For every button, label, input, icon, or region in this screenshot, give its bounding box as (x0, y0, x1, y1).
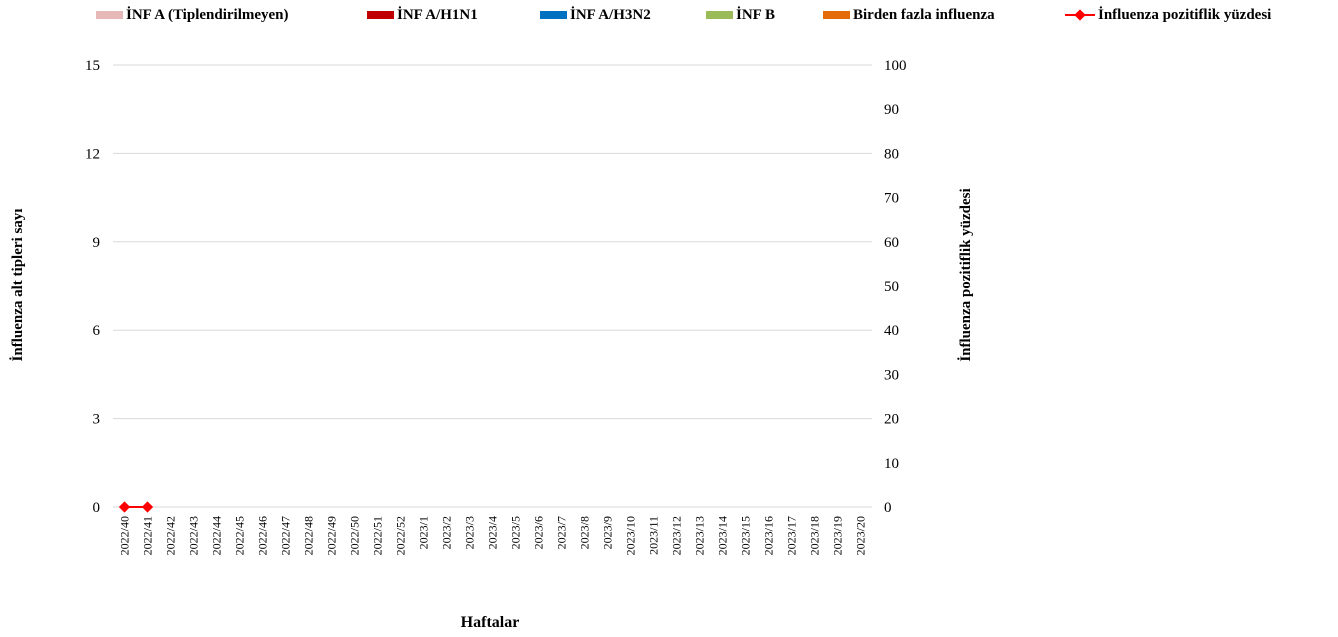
x-tick-label: 2022/50 (348, 516, 362, 555)
legend-item-inf-a-h1n1: İNF A/H1N1 (367, 5, 478, 25)
line-series (118, 501, 154, 513)
legend-label: İNF B (736, 6, 776, 23)
y2-tick-label: 40 (884, 323, 899, 339)
y2-tick-label: 60 (884, 235, 899, 251)
legend-swatch (540, 11, 567, 19)
secondary-y-axis-label: İnfluenza pozitiflik yüzdesi (957, 188, 974, 361)
x-tick-label: 2022/44 (210, 516, 224, 555)
x-tick-label: 2023/8 (578, 516, 592, 549)
x-tick-label: 2023/1 (417, 516, 431, 549)
y-tick-label: 15 (85, 58, 100, 74)
legend-swatch (96, 11, 123, 19)
x-tick-label: 2023/18 (808, 516, 822, 555)
secondary-y-axis-ticks: 0 10 20 30 40 50 60 70 80 90 100 (884, 58, 907, 516)
legend-swatch (823, 11, 850, 19)
legend-label: İNF A (Tiplendirilmeyen) (126, 6, 289, 23)
x-tick-label: 2023/7 (555, 516, 569, 549)
x-tick-label: 2023/15 (739, 516, 753, 555)
y-tick-label: 6 (93, 323, 101, 339)
x-axis-ticks: 2022/40 2022/41 2022/42 2022/43 2022/44 2022/… (118, 516, 868, 555)
legend-swatch (706, 11, 733, 19)
legend-label: İNF A/H1N1 (397, 6, 478, 23)
x-tick-label: 2023/19 (831, 516, 845, 555)
x-tick-label: 2023/11 (647, 516, 661, 555)
x-tick-label: 2023/12 (670, 516, 684, 555)
y-tick-label: 12 (85, 146, 100, 162)
primary-y-axis-ticks: 0 3 6 9 12 15 (85, 58, 101, 516)
x-tick-label: 2023/13 (693, 516, 707, 555)
legend-label: İnfluenza pozitiflik yüzdesi (1098, 6, 1272, 23)
x-tick-label: 2023/9 (601, 516, 615, 549)
x-tick-label: 2023/6 (532, 516, 546, 549)
y-axis-label: İnfluenza alt tipleri sayı (9, 209, 26, 362)
legend-item-inf-a-untyped: İNF A (Tiplendirilmeyen) (96, 5, 289, 25)
y2-tick-label: 20 (884, 412, 899, 428)
y2-tick-label: 80 (884, 146, 899, 162)
x-tick-label: 2023/14 (716, 516, 730, 555)
y2-tick-label: 30 (884, 367, 899, 383)
x-tick-label: 2023/10 (624, 516, 638, 555)
legend-item-inf-a-h3n2: İNF A/H3N2 (540, 5, 651, 25)
line-point (141, 501, 154, 513)
x-tick-label: 2022/41 (141, 516, 155, 555)
x-tick-label: 2022/45 (233, 516, 247, 555)
legend-item-multiple-influenza: Birden fazla influenza (823, 5, 995, 25)
x-tick-label: 2023/4 (486, 516, 500, 549)
x-tick-label: 2022/40 (118, 516, 132, 555)
x-tick-label: 2022/47 (279, 516, 293, 555)
x-axis-label: Haftalar (461, 614, 520, 631)
x-tick-label: 2023/5 (509, 516, 523, 549)
x-tick-label: 2022/52 (394, 516, 408, 555)
y2-tick-label: 50 (884, 279, 899, 295)
line-point (118, 501, 131, 513)
x-tick-label: 2023/3 (463, 516, 477, 549)
x-tick-label: 2022/42 (164, 516, 178, 555)
x-tick-label: 2023/16 (762, 516, 776, 555)
x-tick-label: 2022/49 (325, 516, 339, 555)
x-tick-label: 2022/43 (187, 516, 201, 555)
x-tick-label: 2023/20 (854, 516, 868, 555)
x-tick-label: 2022/51 (371, 516, 385, 555)
x-tick-label: 2022/46 (256, 516, 270, 555)
legend-label: Birden fazla influenza (853, 6, 995, 23)
legend-label: İNF A/H3N2 (570, 6, 651, 23)
legend-item-positivity-percent: İnfluenza pozitiflik yüzdesi (1065, 5, 1271, 25)
x-tick-label: 2023/2 (440, 516, 454, 549)
y-tick-label: 3 (93, 412, 101, 428)
y2-tick-label: 10 (884, 456, 899, 472)
legend: İNF A (Tiplendirilmeyen) İNF A/H1N1 İNF … (0, 5, 1338, 25)
x-tick-label: 2023/17 (785, 516, 799, 555)
y2-tick-label: 70 (884, 191, 899, 207)
legend-swatch (367, 11, 394, 19)
y2-tick-label: 90 (884, 102, 899, 118)
legend-item-inf-b: İNF B (706, 5, 775, 25)
legend-line-swatch (1065, 8, 1095, 22)
y-tick-label: 0 (93, 500, 101, 516)
y-tick-label: 9 (93, 235, 101, 251)
y2-tick-label: 0 (884, 500, 892, 516)
x-tick-label: 2022/48 (302, 516, 316, 555)
y2-tick-label: 100 (884, 58, 907, 74)
gridlines (113, 64, 872, 508)
